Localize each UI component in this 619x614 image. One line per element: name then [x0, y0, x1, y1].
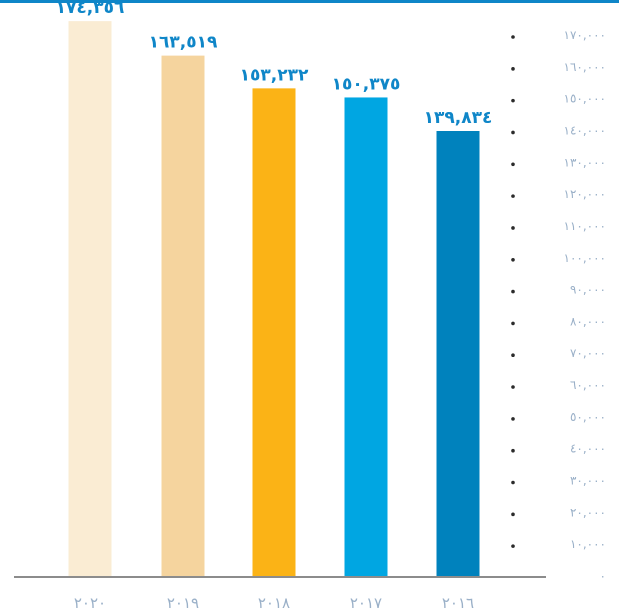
y-tick-dot — [511, 512, 515, 517]
y-tick-dot — [511, 385, 515, 389]
x-category-label: ٢٠٢٠ — [74, 594, 106, 612]
y-tick-label: ٢٠,٠٠٠ — [570, 505, 606, 519]
y-tick-dot — [511, 98, 515, 103]
y-tick-label: ٤٠,٠٠٠ — [570, 442, 606, 456]
x-category-label: ٢٠١٧ — [350, 594, 382, 612]
y-tick-dot — [511, 257, 515, 262]
x-category-label: ٢٠١٦ — [442, 594, 474, 612]
x-category-label: ٢٠١٩ — [167, 594, 199, 612]
y-tick-label: ٨٠,٠٠٠ — [570, 314, 606, 328]
y-tick-dot — [511, 226, 515, 230]
y-tick-label: ٦٠,٠٠٠ — [570, 378, 606, 392]
y-tick-label: ٠ — [600, 569, 606, 583]
y-tick-dot — [511, 130, 515, 135]
bar-value-label: ١٧٤,٣٥٦ — [56, 0, 125, 18]
y-tick-dot — [511, 67, 515, 71]
y-tick-label: ١٣٠,٠٠٠ — [564, 155, 607, 169]
y-tick-dot — [511, 448, 515, 453]
y-tick-label: ١٤٠,٠٠٠ — [564, 123, 607, 137]
y-tick-dot — [511, 353, 515, 358]
y-tick-dot — [511, 194, 515, 198]
bar-value-label: ١٣٩,٨٣٤ — [424, 108, 493, 128]
y-tick-label: ١٢٠,٠٠٠ — [564, 187, 607, 201]
y-tick-dot — [511, 321, 515, 326]
bar — [252, 88, 296, 576]
y-tick-label: ١٠,٠٠٠ — [570, 537, 606, 551]
y-tick-label: ١٥٠,٠٠٠ — [564, 92, 607, 106]
y-tick-dot — [511, 480, 515, 485]
top-accent-line — [0, 0, 619, 3]
y-tick-label: ١٧٠,٠٠٠ — [564, 28, 607, 42]
y-tick-label: ٣٠,٠٠٠ — [570, 474, 606, 488]
y-tick-dot — [511, 417, 515, 421]
y-tick-dot — [511, 162, 515, 167]
y-tick-label: ٩٠,٠٠٠ — [570, 283, 606, 297]
x-category-label: ٢٠١٨ — [258, 594, 290, 612]
y-tick-dot — [511, 35, 515, 39]
y-tick-dot — [511, 544, 515, 548]
bar — [68, 21, 112, 576]
bar — [161, 55, 205, 577]
bar-value-label: ١٦٣,٥١٩ — [149, 33, 218, 53]
bar — [436, 130, 480, 577]
y-tick-label: ١١٠,٠٠٠ — [564, 219, 607, 233]
y-tick-label: ٧٠,٠٠٠ — [570, 346, 606, 360]
bar-value-label: ١٥٠,٣٧٥ — [332, 74, 401, 94]
y-tick-label: ١٦٠,٠٠٠ — [564, 60, 607, 74]
bar-value-label: ١٥٣,٢٣٢ — [240, 65, 309, 85]
bar — [344, 97, 388, 576]
y-tick-dot — [511, 289, 515, 294]
y-tick-label: ٥٠,٠٠٠ — [570, 410, 606, 424]
y-tick-label: ١٠٠,٠٠٠ — [564, 251, 607, 265]
